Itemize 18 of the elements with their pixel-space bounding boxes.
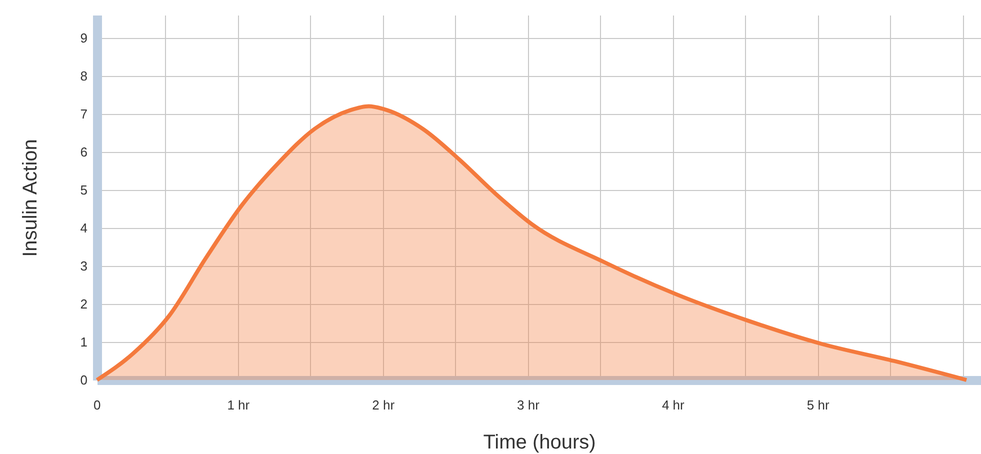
y-tick-label: 0 — [80, 372, 88, 388]
x-tick-label: 1 hr — [227, 398, 250, 412]
y-tick-label: 9 — [80, 30, 88, 46]
y-tick-label: 4 — [80, 220, 88, 236]
x-tick-label: 4 hr — [662, 398, 686, 412]
y-tick-label: 8 — [80, 68, 88, 84]
y-tick-label: 6 — [80, 144, 88, 160]
x-tick-label: 5 hr — [806, 398, 830, 412]
y-tick-label: 7 — [80, 106, 88, 122]
x-axis-title: Time (hours) — [483, 432, 596, 454]
y-tick-label: 2 — [80, 296, 88, 312]
x-tick-label: 0 — [94, 398, 101, 412]
y-tick-label: 3 — [80, 258, 88, 274]
y-axis-title: Insulin Action — [19, 139, 42, 257]
x-tick-label: 2 hr — [372, 398, 396, 412]
y-tick-label: 1 — [80, 334, 88, 350]
y-tick-label: 5 — [80, 182, 88, 198]
x-tick-label: 3 hr — [517, 398, 540, 412]
